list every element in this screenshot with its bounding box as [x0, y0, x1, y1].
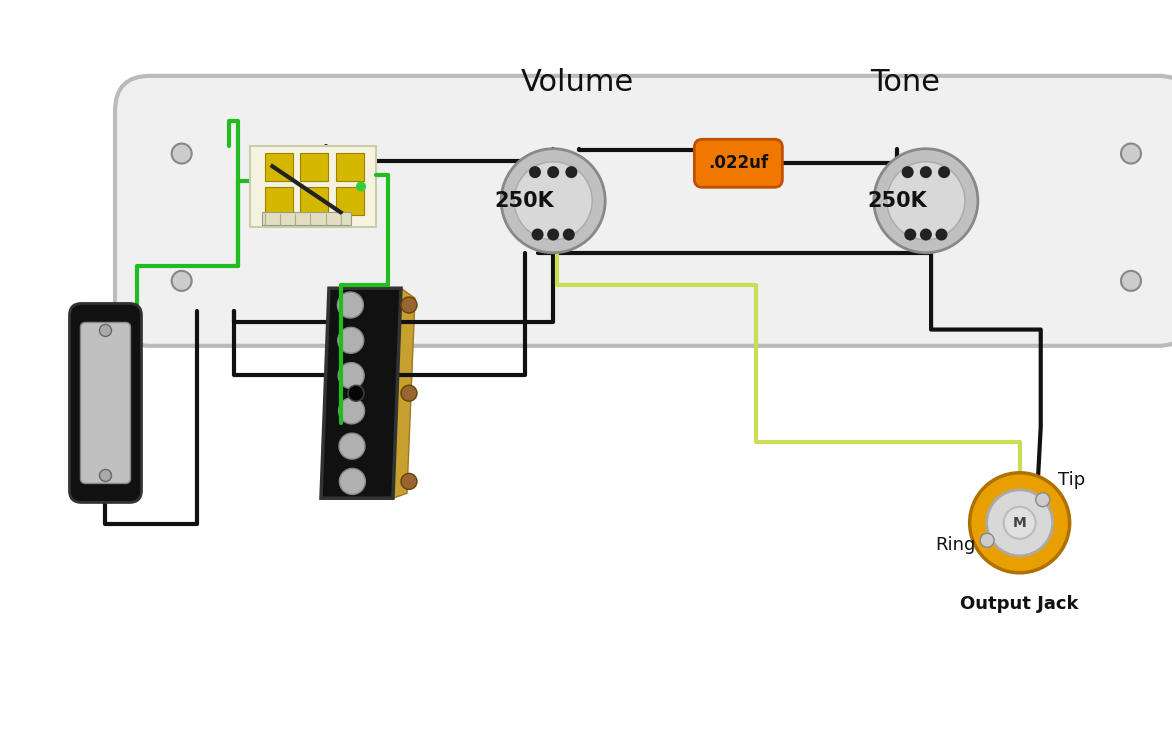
- Circle shape: [401, 297, 417, 313]
- Circle shape: [340, 468, 366, 494]
- Bar: [265, 153, 293, 181]
- Bar: [300, 187, 328, 215]
- Text: M: M: [1013, 516, 1027, 530]
- Circle shape: [905, 228, 917, 240]
- Circle shape: [348, 385, 364, 401]
- Circle shape: [920, 166, 932, 178]
- Bar: [265, 187, 293, 215]
- Bar: [335, 187, 363, 215]
- Text: Output Jack: Output Jack: [960, 595, 1079, 613]
- Polygon shape: [393, 288, 415, 498]
- Circle shape: [563, 228, 574, 240]
- Circle shape: [339, 398, 364, 424]
- Bar: [335, 153, 363, 181]
- Text: .022uf: .022uf: [708, 154, 769, 172]
- Circle shape: [401, 385, 417, 401]
- Circle shape: [547, 166, 559, 178]
- Circle shape: [529, 166, 541, 178]
- Circle shape: [339, 363, 364, 389]
- Text: 250K: 250K: [495, 191, 554, 210]
- Circle shape: [565, 166, 578, 178]
- Bar: [263, 213, 350, 225]
- Text: Tone: Tone: [870, 68, 940, 97]
- Circle shape: [532, 228, 544, 240]
- Bar: [537, 176, 570, 217]
- Circle shape: [338, 292, 363, 318]
- Circle shape: [935, 228, 947, 240]
- Text: Ring: Ring: [935, 536, 975, 554]
- Circle shape: [887, 162, 965, 240]
- Circle shape: [969, 473, 1070, 573]
- Text: Tip: Tip: [1058, 470, 1085, 488]
- Circle shape: [987, 490, 1052, 556]
- Circle shape: [401, 473, 417, 489]
- Circle shape: [339, 433, 364, 459]
- Circle shape: [171, 144, 192, 163]
- Circle shape: [171, 271, 192, 291]
- FancyBboxPatch shape: [69, 303, 142, 503]
- Bar: [250, 146, 376, 227]
- Circle shape: [356, 181, 366, 192]
- Bar: [909, 176, 942, 217]
- Bar: [300, 153, 328, 181]
- Circle shape: [938, 166, 950, 178]
- Circle shape: [1003, 507, 1036, 539]
- Polygon shape: [321, 288, 401, 498]
- Text: Volume: Volume: [522, 68, 634, 97]
- Text: 250K: 250K: [867, 191, 927, 210]
- Circle shape: [547, 228, 559, 240]
- Circle shape: [338, 327, 363, 354]
- Circle shape: [920, 228, 932, 240]
- Circle shape: [100, 324, 111, 336]
- Circle shape: [515, 162, 592, 240]
- Circle shape: [1120, 271, 1142, 291]
- Circle shape: [100, 470, 111, 482]
- FancyBboxPatch shape: [81, 323, 130, 483]
- Circle shape: [980, 533, 994, 548]
- Circle shape: [1036, 493, 1050, 507]
- Circle shape: [502, 149, 605, 252]
- FancyBboxPatch shape: [115, 76, 1172, 346]
- FancyBboxPatch shape: [694, 139, 783, 187]
- Circle shape: [1120, 144, 1142, 163]
- Circle shape: [901, 166, 914, 178]
- Circle shape: [874, 149, 977, 252]
